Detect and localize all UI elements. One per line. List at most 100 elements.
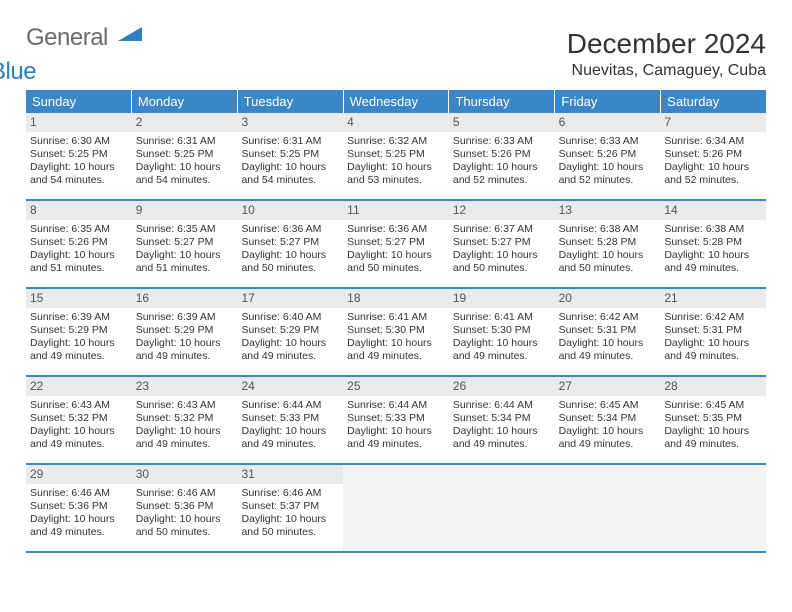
day-cell: 3Sunrise: 6:31 AMSunset: 5:25 PMDaylight… xyxy=(237,113,343,199)
day-body: Sunrise: 6:44 AMSunset: 5:34 PMDaylight:… xyxy=(449,396,555,458)
week-row: 1Sunrise: 6:30 AMSunset: 5:25 PMDaylight… xyxy=(26,113,766,201)
sunset-line: Sunset: 5:33 PM xyxy=(241,412,339,425)
day-body: Sunrise: 6:31 AMSunset: 5:25 PMDaylight:… xyxy=(237,132,343,194)
week-row: 8Sunrise: 6:35 AMSunset: 5:26 PMDaylight… xyxy=(26,201,766,289)
day-cell: 31Sunrise: 6:46 AMSunset: 5:37 PMDayligh… xyxy=(237,465,343,551)
sunrise-line: Sunrise: 6:34 AM xyxy=(664,135,762,148)
sunrise-line: Sunrise: 6:45 AM xyxy=(559,399,657,412)
day-number: 8 xyxy=(26,201,132,220)
daylight-line: Daylight: 10 hours and 49 minutes. xyxy=(136,337,234,363)
day-header: Wednesday xyxy=(344,90,450,113)
sunrise-line: Sunrise: 6:46 AM xyxy=(241,487,339,500)
sunrise-line: Sunrise: 6:39 AM xyxy=(30,311,128,324)
day-cell: 21Sunrise: 6:42 AMSunset: 5:31 PMDayligh… xyxy=(660,289,766,375)
daylight-line: Daylight: 10 hours and 49 minutes. xyxy=(241,425,339,451)
day-number: 9 xyxy=(132,201,238,220)
day-body: Sunrise: 6:36 AMSunset: 5:27 PMDaylight:… xyxy=(343,220,449,282)
sunrise-line: Sunrise: 6:37 AM xyxy=(453,223,551,236)
sunrise-line: Sunrise: 6:32 AM xyxy=(347,135,445,148)
header-row: General Blue December 2024 Nuevitas, Cam… xyxy=(26,28,766,80)
day-number: 2 xyxy=(132,113,238,132)
sunset-line: Sunset: 5:29 PM xyxy=(30,324,128,337)
day-number: 15 xyxy=(26,289,132,308)
day-body: Sunrise: 6:37 AMSunset: 5:27 PMDaylight:… xyxy=(449,220,555,282)
daylight-line: Daylight: 10 hours and 49 minutes. xyxy=(559,337,657,363)
day-body: Sunrise: 6:32 AMSunset: 5:25 PMDaylight:… xyxy=(343,132,449,194)
day-body: Sunrise: 6:41 AMSunset: 5:30 PMDaylight:… xyxy=(343,308,449,370)
sunrise-line: Sunrise: 6:38 AM xyxy=(559,223,657,236)
day-number: 11 xyxy=(343,201,449,220)
day-body: Sunrise: 6:44 AMSunset: 5:33 PMDaylight:… xyxy=(343,396,449,458)
sunrise-line: Sunrise: 6:42 AM xyxy=(559,311,657,324)
day-body: Sunrise: 6:33 AMSunset: 5:26 PMDaylight:… xyxy=(555,132,661,194)
day-header: Thursday xyxy=(449,90,555,113)
daylight-line: Daylight: 10 hours and 50 minutes. xyxy=(241,249,339,275)
daylight-line: Daylight: 10 hours and 49 minutes. xyxy=(664,425,762,451)
sunset-line: Sunset: 5:35 PM xyxy=(664,412,762,425)
sunrise-line: Sunrise: 6:38 AM xyxy=(664,223,762,236)
day-cell: 2Sunrise: 6:31 AMSunset: 5:25 PMDaylight… xyxy=(132,113,238,199)
day-body: Sunrise: 6:30 AMSunset: 5:25 PMDaylight:… xyxy=(26,132,132,194)
sunset-line: Sunset: 5:31 PM xyxy=(664,324,762,337)
sunset-line: Sunset: 5:25 PM xyxy=(136,148,234,161)
day-body: Sunrise: 6:46 AMSunset: 5:36 PMDaylight:… xyxy=(132,484,238,546)
day-cell: 8Sunrise: 6:35 AMSunset: 5:26 PMDaylight… xyxy=(26,201,132,287)
day-body: Sunrise: 6:44 AMSunset: 5:33 PMDaylight:… xyxy=(237,396,343,458)
day-number: 13 xyxy=(555,201,661,220)
sunset-line: Sunset: 5:30 PM xyxy=(347,324,445,337)
daylight-line: Daylight: 10 hours and 52 minutes. xyxy=(453,161,551,187)
day-body: Sunrise: 6:36 AMSunset: 5:27 PMDaylight:… xyxy=(237,220,343,282)
daylight-line: Daylight: 10 hours and 49 minutes. xyxy=(664,337,762,363)
week-row: 29Sunrise: 6:46 AMSunset: 5:36 PMDayligh… xyxy=(26,465,766,553)
day-body: Sunrise: 6:46 AMSunset: 5:36 PMDaylight:… xyxy=(26,484,132,546)
sunset-line: Sunset: 5:36 PM xyxy=(30,500,128,513)
sunset-line: Sunset: 5:31 PM xyxy=(559,324,657,337)
daylight-line: Daylight: 10 hours and 50 minutes. xyxy=(136,513,234,539)
day-cell: 1Sunrise: 6:30 AMSunset: 5:25 PMDaylight… xyxy=(26,113,132,199)
day-cell: 14Sunrise: 6:38 AMSunset: 5:28 PMDayligh… xyxy=(660,201,766,287)
daylight-line: Daylight: 10 hours and 54 minutes. xyxy=(136,161,234,187)
day-cell: 7Sunrise: 6:34 AMSunset: 5:26 PMDaylight… xyxy=(660,113,766,199)
day-cell: 5Sunrise: 6:33 AMSunset: 5:26 PMDaylight… xyxy=(449,113,555,199)
sunrise-line: Sunrise: 6:31 AM xyxy=(241,135,339,148)
day-header: Monday xyxy=(132,90,238,113)
sunset-line: Sunset: 5:26 PM xyxy=(664,148,762,161)
sunset-line: Sunset: 5:29 PM xyxy=(241,324,339,337)
month-title: December 2024 xyxy=(567,28,766,60)
sunrise-line: Sunrise: 6:46 AM xyxy=(136,487,234,500)
sunrise-line: Sunrise: 6:43 AM xyxy=(136,399,234,412)
day-number: 30 xyxy=(132,465,238,484)
day-number: 10 xyxy=(237,201,343,220)
sunrise-line: Sunrise: 6:39 AM xyxy=(136,311,234,324)
day-header: Sunday xyxy=(26,90,132,113)
sunrise-line: Sunrise: 6:44 AM xyxy=(347,399,445,412)
day-number: 12 xyxy=(449,201,555,220)
day-cell: 19Sunrise: 6:41 AMSunset: 5:30 PMDayligh… xyxy=(449,289,555,375)
sunrise-line: Sunrise: 6:41 AM xyxy=(453,311,551,324)
sunset-line: Sunset: 5:33 PM xyxy=(347,412,445,425)
sunset-line: Sunset: 5:34 PM xyxy=(559,412,657,425)
sunrise-line: Sunrise: 6:46 AM xyxy=(30,487,128,500)
sunset-line: Sunset: 5:27 PM xyxy=(453,236,551,249)
day-number: 5 xyxy=(449,113,555,132)
sunrise-line: Sunrise: 6:44 AM xyxy=(241,399,339,412)
day-cell: 18Sunrise: 6:41 AMSunset: 5:30 PMDayligh… xyxy=(343,289,449,375)
daylight-line: Daylight: 10 hours and 49 minutes. xyxy=(347,337,445,363)
daylight-line: Daylight: 10 hours and 53 minutes. xyxy=(347,161,445,187)
day-body: Sunrise: 6:42 AMSunset: 5:31 PMDaylight:… xyxy=(555,308,661,370)
day-body: Sunrise: 6:43 AMSunset: 5:32 PMDaylight:… xyxy=(132,396,238,458)
day-cell: 20Sunrise: 6:42 AMSunset: 5:31 PMDayligh… xyxy=(555,289,661,375)
day-cell: 6Sunrise: 6:33 AMSunset: 5:26 PMDaylight… xyxy=(555,113,661,199)
day-body: Sunrise: 6:35 AMSunset: 5:26 PMDaylight:… xyxy=(26,220,132,282)
day-number: 31 xyxy=(237,465,343,484)
day-cell: 29Sunrise: 6:46 AMSunset: 5:36 PMDayligh… xyxy=(26,465,132,551)
day-number: 24 xyxy=(237,377,343,396)
sunset-line: Sunset: 5:37 PM xyxy=(241,500,339,513)
day-number: 20 xyxy=(555,289,661,308)
sunset-line: Sunset: 5:28 PM xyxy=(559,236,657,249)
day-body: Sunrise: 6:43 AMSunset: 5:32 PMDaylight:… xyxy=(26,396,132,458)
day-cell: 25Sunrise: 6:44 AMSunset: 5:33 PMDayligh… xyxy=(343,377,449,463)
day-cell: 27Sunrise: 6:45 AMSunset: 5:34 PMDayligh… xyxy=(555,377,661,463)
daylight-line: Daylight: 10 hours and 49 minutes. xyxy=(136,425,234,451)
day-body: Sunrise: 6:45 AMSunset: 5:35 PMDaylight:… xyxy=(660,396,766,458)
